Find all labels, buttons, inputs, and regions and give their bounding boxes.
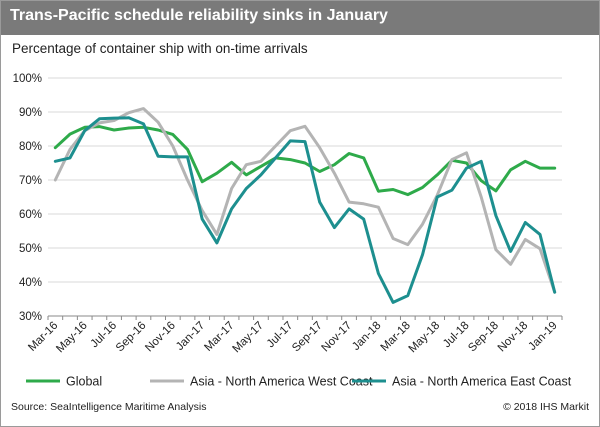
x-tick-label: May-16 [54,320,90,356]
y-axis-ticks: 30% 40% 50% 60% 70% 80% 90% 100% [13,73,42,323]
source-note: Source: SeaIntelligence Maritime Analysi… [11,401,207,413]
x-axis-ticks: Mar-16May-16Jul-16Sep-16Nov-16Jan-17Mar-… [26,316,563,356]
y-tick-label: 80% [19,141,42,153]
legend: Global Asia - North America West Coast Asi… [26,375,572,389]
chart-subtitle: Percentage of container ship with on-tim… [12,41,308,56]
legend-label: Asia - North America East Coast [392,375,572,389]
x-tick-label: Jan-17 [174,320,207,353]
gridlines [48,77,562,283]
series-line [53,107,557,294]
chart-title: Trans-Pacific schedule reliability sinks… [10,7,388,24]
legend-label: Asia - North America West Coast [190,375,373,389]
y-tick-label: 100% [13,73,42,85]
y-tick-label: 40% [19,277,42,289]
x-tick-label: May-18 [407,320,443,356]
y-tick-label: 50% [19,243,42,255]
x-tick-label: May-17 [230,320,266,356]
x-tick-label: Sep-16 [114,320,149,355]
title-bar: Trans-Pacific schedule reliability sinks… [1,1,599,35]
legend-label: Global [66,375,102,389]
y-tick-label: 30% [19,311,42,323]
x-tick-label: Jan-18 [350,320,383,353]
copyright-note: © 2018 IHS Markit [503,401,589,413]
series-lines [53,107,557,304]
series-line [53,116,557,304]
x-tick-label: Nov-18 [496,320,531,355]
x-tick-label: Sep-17 [290,320,325,355]
x-tick-label: Sep-18 [466,320,501,355]
y-tick-label: 70% [19,175,42,187]
y-tick-label: 90% [19,107,42,119]
x-tick-label: Nov-16 [143,320,178,355]
y-tick-label: 60% [19,209,42,221]
x-tick-label: Nov-17 [319,320,354,355]
x-tick-label: Jan-19 [526,320,559,353]
